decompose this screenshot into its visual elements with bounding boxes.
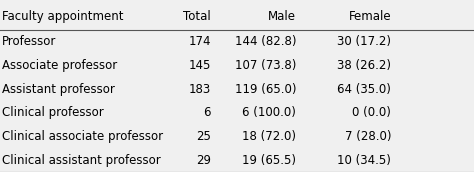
Text: 144 (82.8): 144 (82.8) <box>235 35 296 49</box>
Text: 30 (17.2): 30 (17.2) <box>337 35 391 49</box>
Text: 10 (34.5): 10 (34.5) <box>337 154 391 167</box>
Text: 19 (65.5): 19 (65.5) <box>242 154 296 167</box>
Text: Professor: Professor <box>2 35 57 49</box>
Text: Total: Total <box>183 10 211 23</box>
Text: 119 (65.0): 119 (65.0) <box>235 83 296 96</box>
Text: Clinical professor: Clinical professor <box>2 106 104 119</box>
Text: Female: Female <box>348 10 391 23</box>
Text: 183: 183 <box>189 83 211 96</box>
Text: 7 (28.0): 7 (28.0) <box>345 130 391 143</box>
Text: 107 (73.8): 107 (73.8) <box>235 59 296 72</box>
Text: 25: 25 <box>196 130 211 143</box>
Text: 6 (100.0): 6 (100.0) <box>242 106 296 119</box>
Text: Associate professor: Associate professor <box>2 59 118 72</box>
Text: Clinical assistant professor: Clinical assistant professor <box>2 154 161 167</box>
Text: 18 (72.0): 18 (72.0) <box>242 130 296 143</box>
Text: 174: 174 <box>189 35 211 49</box>
Text: 64 (35.0): 64 (35.0) <box>337 83 391 96</box>
Text: 38 (26.2): 38 (26.2) <box>337 59 391 72</box>
Text: Clinical associate professor: Clinical associate professor <box>2 130 164 143</box>
Text: Male: Male <box>268 10 296 23</box>
Text: 0 (0.0): 0 (0.0) <box>352 106 391 119</box>
Text: 29: 29 <box>196 154 211 167</box>
Text: Faculty appointment: Faculty appointment <box>2 10 124 23</box>
Text: 6: 6 <box>203 106 211 119</box>
Text: Assistant professor: Assistant professor <box>2 83 115 96</box>
Text: 145: 145 <box>189 59 211 72</box>
